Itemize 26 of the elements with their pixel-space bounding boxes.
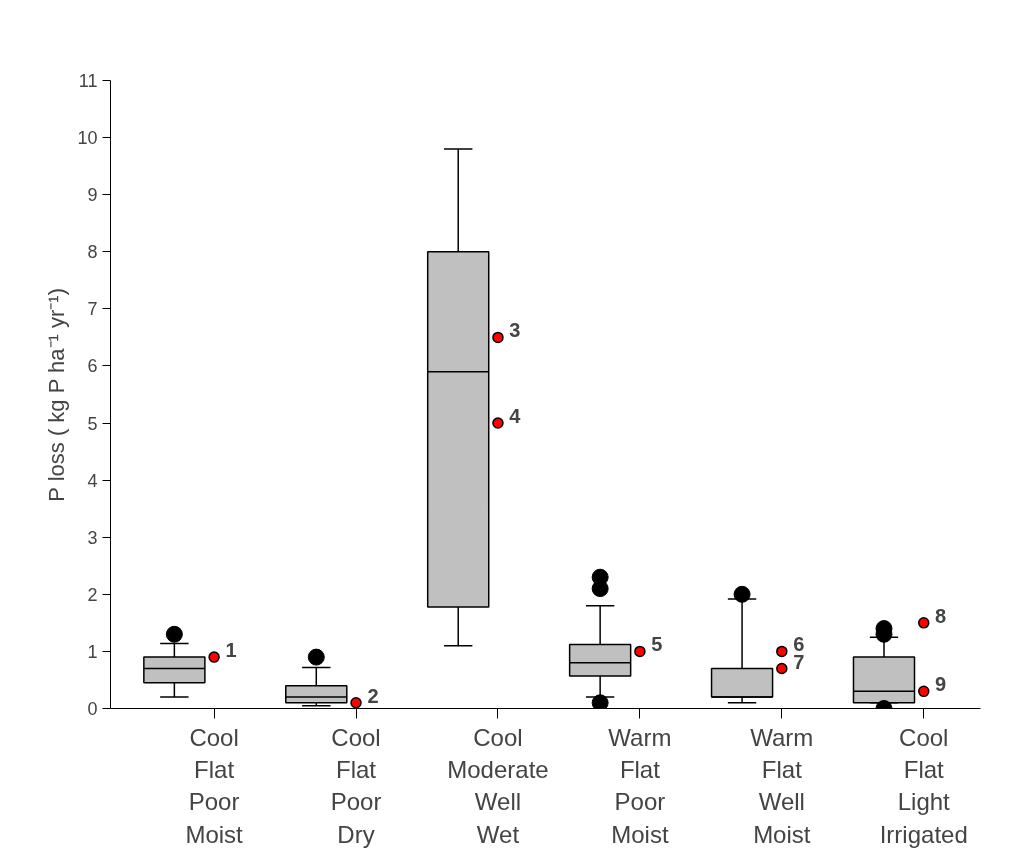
y-tick-label: 9 [87, 185, 98, 206]
y-tick-label: 11 [78, 71, 98, 91]
x-tick-label: Warm Flat Well Moist [750, 723, 814, 848]
y-tick-label: 0 [87, 699, 98, 719]
y-tick-label: 5 [87, 413, 98, 434]
y-tick-label: 10 [77, 128, 98, 149]
x-tick-label: Cool Moderate Well Wet [447, 723, 549, 848]
annotation: 3 [509, 319, 521, 342]
y-tick-label: 4 [87, 470, 98, 491]
annotation: 5 [651, 633, 663, 656]
x-tick-label: Warm Flat Poor Moist [608, 723, 672, 848]
y-tick-label: 2 [87, 584, 98, 605]
y-tick-label: 7 [87, 299, 98, 320]
x-tick-label: Cool Flat Poor Dry [330, 723, 382, 848]
x-tick-label: Cool Flat Light Irrigated [879, 723, 968, 848]
y-tick-label: 1 [87, 641, 98, 662]
x-tick-label: Cool Flat Poor Moist [185, 723, 244, 848]
y-axis-title: P loss ( kg P ha⁻¹ yr⁻¹) [44, 288, 70, 502]
y-tick-label: 3 [87, 527, 98, 548]
annotation: 1 [225, 639, 237, 662]
y-tick-label: 8 [87, 242, 98, 263]
annotation: 9 [935, 673, 947, 696]
annotation: 2 [367, 684, 379, 707]
annotation: 8 [935, 604, 947, 627]
y-tick-label: 6 [87, 356, 98, 377]
annotation: 4 [509, 405, 522, 428]
